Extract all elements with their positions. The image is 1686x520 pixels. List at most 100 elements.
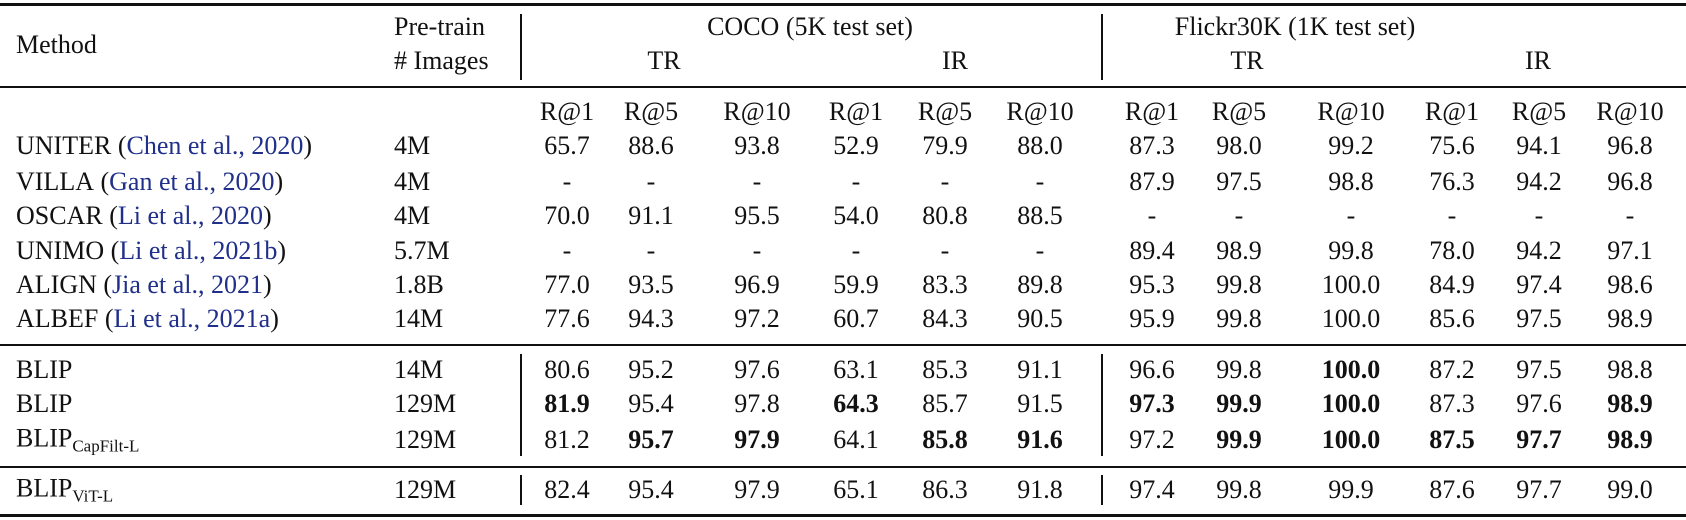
score-cell: 98.9 <box>1216 236 1262 265</box>
score-cell: 82.4 <box>544 475 590 504</box>
metric-header: R@1 <box>539 97 595 126</box>
score-cell: - <box>1035 167 1045 196</box>
pretrain-value: 4M <box>394 131 431 160</box>
score-cell: 96.8 <box>1607 167 1653 196</box>
score-cell: 91.1 <box>1017 355 1063 384</box>
method-name: UNIMO (Li et al., 2021b) <box>16 238 286 264</box>
score-cell: 95.2 <box>628 355 674 384</box>
score-cell: 98.8 <box>1607 355 1653 384</box>
score-cell: - <box>1447 201 1457 230</box>
pretrain-value: 4M <box>394 167 431 196</box>
score-cell: - <box>851 236 861 265</box>
vertical-rule <box>1101 14 1103 80</box>
score-cell: 99.8 <box>1216 475 1262 504</box>
citation-paren: ) <box>277 236 287 265</box>
metric-header: R@1 <box>1424 97 1480 126</box>
score-cell: - <box>940 167 950 196</box>
method-text: VILLA <box>16 167 94 196</box>
score-cell: 87.3 <box>1429 389 1475 418</box>
citation-paren: ( <box>104 304 114 333</box>
score-cell: 97.5 <box>1516 304 1562 333</box>
pretrain-value: 4M <box>394 201 431 230</box>
score-cell: 89.8 <box>1017 270 1063 299</box>
pretrain-value: 129M <box>394 425 457 454</box>
citation-paren: ( <box>100 167 110 196</box>
score-cell: 59.9 <box>833 270 879 299</box>
citation-link[interactable]: Li et al., 2020 <box>117 201 264 230</box>
score-cell: 88.0 <box>1017 131 1063 160</box>
score-cell: 65.7 <box>544 131 590 160</box>
subgroup-header: TR <box>647 46 681 75</box>
score-cell: 81.2 <box>544 425 590 454</box>
score-cell: 99.8 <box>1216 355 1262 384</box>
score-cell: 84.9 <box>1429 270 1475 299</box>
citation-link[interactable]: Li et al., 2021a <box>113 304 271 333</box>
citation-paren: ( <box>109 201 118 230</box>
score-cell: - <box>752 236 762 265</box>
method-text: OSCAR <box>16 201 103 230</box>
score-cell: 87.6 <box>1429 475 1475 504</box>
score-cell: - <box>1234 201 1244 230</box>
score-cell: 100.0 <box>1321 425 1381 454</box>
score-cell: 88.6 <box>628 131 674 160</box>
score-cell: 97.4 <box>1516 270 1562 299</box>
score-cell: 76.3 <box>1429 167 1475 196</box>
score-cell: 96.8 <box>1607 131 1653 160</box>
score-cell: 97.6 <box>734 355 780 384</box>
score-cell: 97.9 <box>734 425 780 454</box>
method-text: BLIP <box>16 473 73 503</box>
score-cell: 91.1 <box>628 201 674 230</box>
score-cell: 65.1 <box>833 475 879 504</box>
score-cell: 97.7 <box>1516 475 1562 504</box>
score-cell: 97.2 <box>734 304 780 333</box>
score-cell: 70.0 <box>544 201 590 230</box>
score-cell: 87.2 <box>1429 355 1475 384</box>
citation-link[interactable]: Li et al., 2021b <box>119 236 278 265</box>
citation-paren: ) <box>262 270 272 299</box>
score-cell: 54.0 <box>833 201 879 230</box>
horizontal-rule <box>0 344 1686 346</box>
score-cell: 100.0 <box>1321 270 1381 299</box>
score-cell: 99.2 <box>1328 131 1374 160</box>
pretrain-header: Pre-train <box>394 12 485 41</box>
score-cell: 99.8 <box>1216 270 1262 299</box>
metric-header: R@5 <box>917 97 973 126</box>
method-name: ALBEF (Li et al., 2021a) <box>16 306 279 332</box>
score-cell: 90.5 <box>1017 304 1063 333</box>
citation-paren: ( <box>110 236 120 265</box>
metric-header: R@5 <box>1211 97 1267 126</box>
score-cell: 91.5 <box>1017 389 1063 418</box>
score-cell: 99.8 <box>1216 304 1262 333</box>
score-cell: - <box>1534 201 1544 230</box>
score-cell: 98.9 <box>1607 425 1653 454</box>
method-name: ALIGN (Jia et al., 2021) <box>16 272 272 298</box>
score-cell: 99.8 <box>1328 236 1374 265</box>
score-cell: 97.1 <box>1607 236 1653 265</box>
citation-link[interactable]: Jia et al., 2021 <box>112 270 263 299</box>
method-name: BLIPCapFilt-L <box>16 423 139 455</box>
score-cell: 63.1 <box>833 355 879 384</box>
citation-link[interactable]: Chen et al., 2020 <box>126 131 304 160</box>
horizontal-rule <box>0 3 1686 6</box>
method-text: UNITER <box>16 131 112 160</box>
metric-header: R@1 <box>1124 97 1180 126</box>
score-cell: 97.2 <box>1129 425 1175 454</box>
citation-link[interactable]: Gan et al., 2020 <box>109 167 275 196</box>
method-name: UNITER (Chen et al., 2020) <box>16 133 312 159</box>
score-cell: 95.4 <box>628 475 674 504</box>
citation-paren: ) <box>274 167 284 196</box>
score-cell: 80.8 <box>922 201 968 230</box>
metric-header: R@10 <box>1317 97 1385 126</box>
group-header: COCO (5K test set) <box>707 12 913 41</box>
score-cell: 84.3 <box>922 304 968 333</box>
method-text: BLIP <box>16 423 73 453</box>
score-cell: 97.9 <box>734 475 780 504</box>
score-cell: 95.4 <box>628 389 674 418</box>
score-cell: 100.0 <box>1321 304 1381 333</box>
score-cell: 94.2 <box>1516 167 1562 196</box>
score-cell: 99.0 <box>1607 475 1653 504</box>
score-cell: 52.9 <box>833 131 879 160</box>
score-cell: 85.3 <box>922 355 968 384</box>
vertical-rule <box>520 475 522 505</box>
